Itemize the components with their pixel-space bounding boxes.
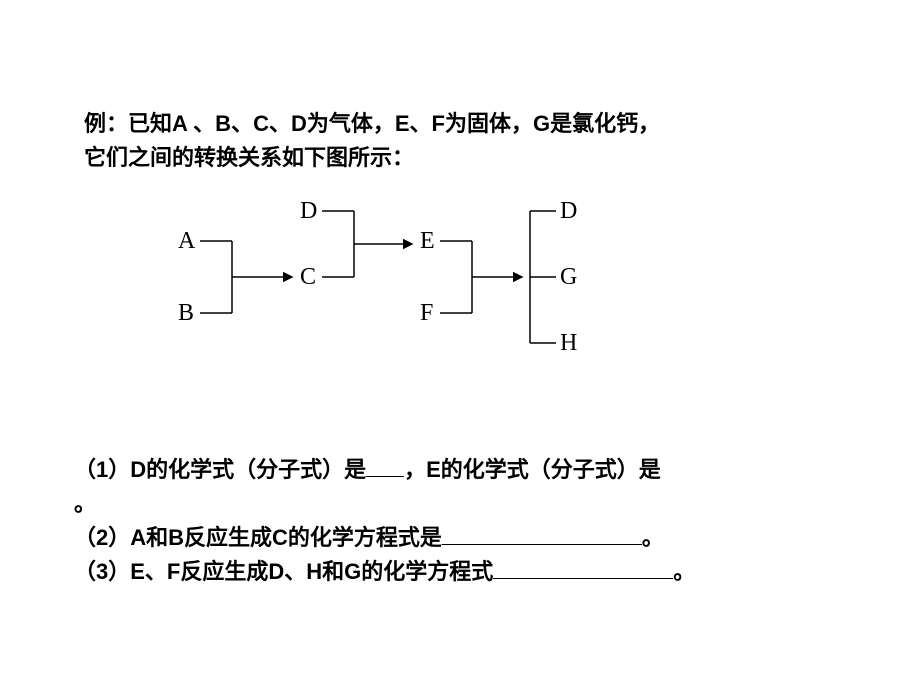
node-E: E <box>420 228 435 255</box>
q2-end: 。 <box>642 525 664 550</box>
question-3: （3）E、F反应生成D、H和G的化学方程式 。 <box>74 554 695 589</box>
q1-mid: ，E的化学式（分子式）是 <box>404 457 661 482</box>
question-2: （2）A和B反应生成C的化学方程式是 。 <box>74 520 664 555</box>
q2-pre: （2）A和B反应生成C的化学方程式是 <box>74 525 442 550</box>
question-1: （1）D的化学式（分子式）是 ，E的化学式（分子式）是 <box>74 452 661 487</box>
question-1-period: 。 <box>74 486 96 521</box>
node-B: B <box>178 300 194 327</box>
node-F: F <box>420 300 433 327</box>
node-H: H <box>560 330 577 357</box>
q1-blank-1 <box>366 476 404 477</box>
node-D-left: D <box>300 198 317 225</box>
intro-line-1: 例：已知A 、B、C、D为气体，E、F为固体，G是氯化钙， <box>84 106 660 141</box>
q3-pre: （3）E、F反应生成D、H和G的化学方程式 <box>74 559 493 584</box>
node-A: A <box>178 228 195 255</box>
node-D-right: D <box>560 198 577 225</box>
intro-line-2: 它们之间的转换关系如下图所示： <box>84 140 414 175</box>
q1-pre: （1）D的化学式（分子式）是 <box>74 457 366 482</box>
q2-blank <box>442 544 642 545</box>
node-G: G <box>560 264 577 291</box>
q3-end: 。 <box>673 559 695 584</box>
node-C: C <box>300 264 316 291</box>
q3-blank <box>493 578 673 579</box>
